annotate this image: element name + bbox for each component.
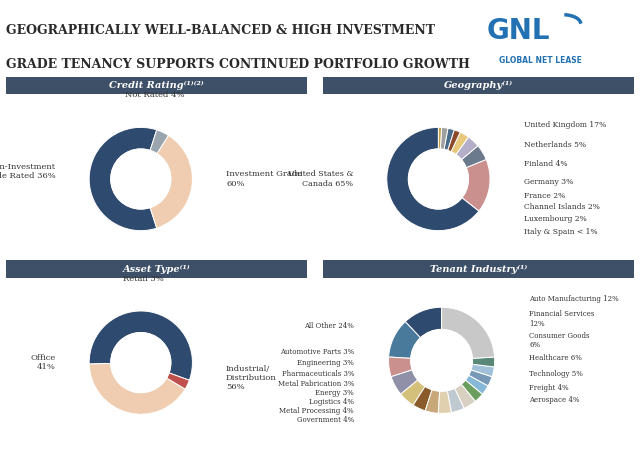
Text: Industrial/
Distribution
56%: Industrial/ Distribution 56% xyxy=(226,365,276,392)
Text: GNL: GNL xyxy=(487,17,550,45)
Text: Not Rated 4%: Not Rated 4% xyxy=(125,91,185,99)
Text: Metal Processing 4%: Metal Processing 4% xyxy=(280,407,354,415)
Wedge shape xyxy=(461,380,483,401)
Text: Credit Rating⁽¹⁾⁽²⁾: Credit Rating⁽¹⁾⁽²⁾ xyxy=(109,81,204,90)
Text: Pharmaceuticals 3%: Pharmaceuticals 3% xyxy=(282,369,354,378)
Text: Logistics 4%: Logistics 4% xyxy=(309,397,354,406)
Wedge shape xyxy=(447,130,460,152)
Wedge shape xyxy=(388,357,412,377)
Wedge shape xyxy=(472,357,495,367)
Wedge shape xyxy=(444,128,454,151)
Wedge shape xyxy=(454,384,476,409)
Wedge shape xyxy=(89,311,193,380)
Text: Consumer Goods
6%: Consumer Goods 6% xyxy=(529,331,589,349)
Text: Healthcare 6%: Healthcare 6% xyxy=(529,354,582,362)
Circle shape xyxy=(411,330,472,391)
Wedge shape xyxy=(451,132,468,155)
Wedge shape xyxy=(461,146,486,168)
Text: Investment Grade
60%: Investment Grade 60% xyxy=(226,170,302,188)
Wedge shape xyxy=(456,137,478,160)
Text: GRADE TENANCY SUPPORTS CONTINUED PORTFOLIO GROWTH: GRADE TENANCY SUPPORTS CONTINUED PORTFOL… xyxy=(6,58,470,71)
Text: Engineering 3%: Engineering 3% xyxy=(297,359,354,367)
Text: Aerospace 4%: Aerospace 4% xyxy=(529,396,580,404)
Text: Finland 4%: Finland 4% xyxy=(524,160,567,168)
Text: Tenant Industry⁽¹⁾: Tenant Industry⁽¹⁾ xyxy=(430,264,527,274)
Wedge shape xyxy=(150,135,193,228)
Text: France 2%: France 2% xyxy=(524,191,565,200)
Text: Technology 5%: Technology 5% xyxy=(529,369,583,378)
Text: Metal Fabrication 3%: Metal Fabrication 3% xyxy=(278,380,354,388)
Wedge shape xyxy=(388,322,420,358)
Wedge shape xyxy=(89,364,185,414)
Text: United Kingdom 17%: United Kingdom 17% xyxy=(524,121,606,129)
Wedge shape xyxy=(442,307,495,358)
Text: Geography⁽¹⁾: Geography⁽¹⁾ xyxy=(444,81,513,90)
Circle shape xyxy=(111,333,171,392)
Text: Energy 3%: Energy 3% xyxy=(316,389,354,397)
Wedge shape xyxy=(440,128,448,150)
Text: Government 4%: Government 4% xyxy=(297,416,354,424)
Text: Luxembourg 2%: Luxembourg 2% xyxy=(524,215,586,223)
Wedge shape xyxy=(468,370,492,386)
Text: Automotive Parts 3%: Automotive Parts 3% xyxy=(280,348,354,356)
Text: Netherlands 5%: Netherlands 5% xyxy=(524,141,586,150)
Text: United States &
Canada 65%: United States & Canada 65% xyxy=(287,170,353,188)
Text: Channel Islands 2%: Channel Islands 2% xyxy=(524,203,600,212)
Text: Non-Investment
Grade Rated 36%: Non-Investment Grade Rated 36% xyxy=(0,162,56,180)
Text: Office
41%: Office 41% xyxy=(30,354,56,371)
Wedge shape xyxy=(150,130,168,154)
Wedge shape xyxy=(465,375,488,394)
Wedge shape xyxy=(438,391,452,414)
Text: GLOBAL NET LEASE: GLOBAL NET LEASE xyxy=(499,56,582,65)
Wedge shape xyxy=(391,370,418,394)
Text: Germany 3%: Germany 3% xyxy=(524,178,573,185)
Wedge shape xyxy=(462,159,490,211)
Wedge shape xyxy=(447,388,464,413)
Circle shape xyxy=(408,149,468,209)
Wedge shape xyxy=(166,373,189,389)
Text: Asset Type⁽¹⁾: Asset Type⁽¹⁾ xyxy=(123,264,191,274)
Wedge shape xyxy=(401,380,425,405)
Wedge shape xyxy=(89,128,157,230)
Text: Italy & Spain < 1%: Italy & Spain < 1% xyxy=(524,228,597,235)
Text: Retail 3%: Retail 3% xyxy=(123,274,164,283)
Text: All Other 24%: All Other 24% xyxy=(304,322,354,330)
Wedge shape xyxy=(413,386,432,411)
Text: Auto Manufacturing 12%: Auto Manufacturing 12% xyxy=(529,295,619,303)
Text: Freight 4%: Freight 4% xyxy=(529,384,569,392)
Wedge shape xyxy=(387,127,479,230)
Wedge shape xyxy=(438,127,442,149)
Text: Financial Services
12%: Financial Services 12% xyxy=(529,310,595,328)
Text: GEOGRAPHICALLY WELL-BALANCED & HIGH INVESTMENT: GEOGRAPHICALLY WELL-BALANCED & HIGH INVE… xyxy=(6,24,435,37)
Wedge shape xyxy=(425,390,440,413)
Wedge shape xyxy=(405,307,442,338)
Wedge shape xyxy=(471,364,494,377)
Circle shape xyxy=(111,149,171,209)
